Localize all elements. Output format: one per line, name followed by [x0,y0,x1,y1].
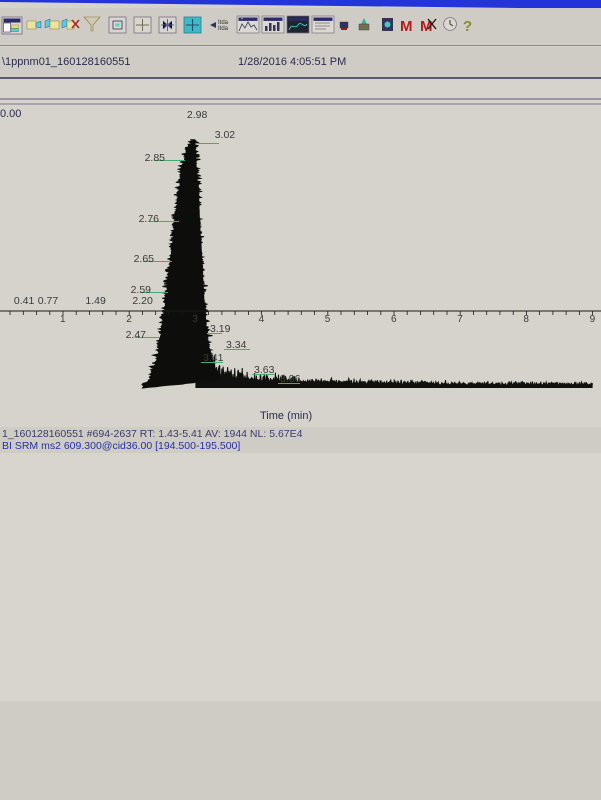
svg-text:?: ? [463,18,472,35]
svg-text:Itda: Itda [218,26,229,32]
svg-text:M: M [400,18,413,35]
